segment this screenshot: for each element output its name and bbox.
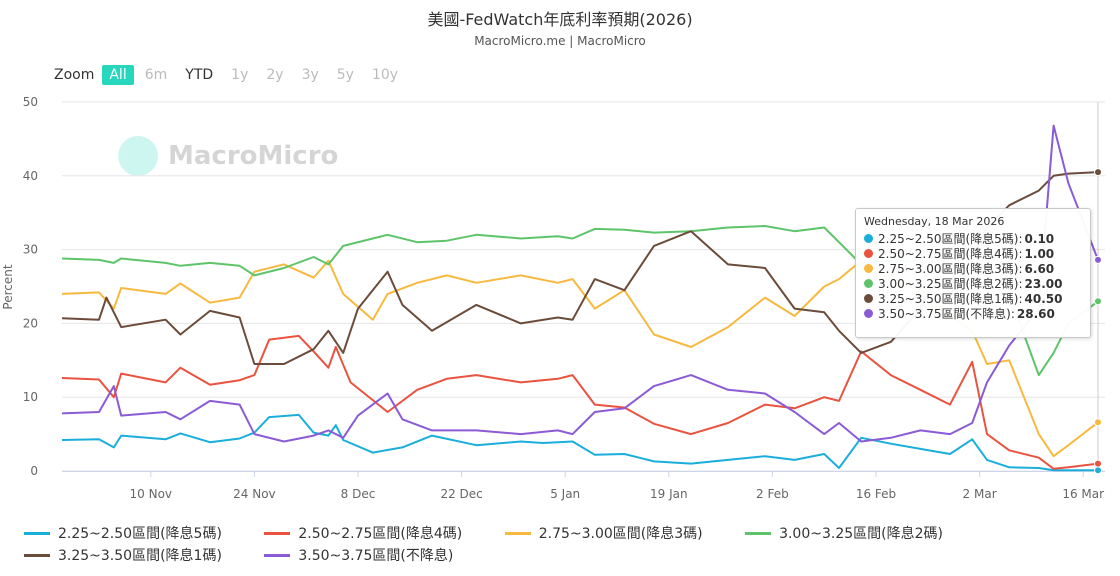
chart-subtitle: MacroMicro.me | MacroMicro — [474, 34, 646, 48]
tooltip-value: 28.60 — [1016, 306, 1055, 321]
tooltip-row: 2.75~3.00區間(降息3碼): 6.60 — [864, 261, 1082, 276]
legend-label: 2.25~2.50區間(降息5碼) — [58, 526, 222, 542]
x-tick-label: 2 Mar — [963, 487, 997, 501]
legend-swatch — [264, 553, 291, 557]
legend-swatch — [264, 531, 291, 535]
legend-item-cut1[interactable]: 3.25~3.50區間(降息1碼) — [24, 544, 222, 566]
legend-label: 3.50~3.75區間(不降息) — [298, 548, 454, 564]
zoom-button-6m[interactable]: 6m — [144, 67, 168, 83]
legend-label: 3.25~3.50區間(降息1碼) — [58, 548, 222, 564]
macromicro-watermark: MacroMicro — [118, 136, 338, 176]
chart-tooltip: Wednesday, 18 Mar 2026 2.25~2.50區間(降息5碼)… — [855, 208, 1091, 338]
legend-swatch — [24, 553, 50, 557]
legend-item-nocut[interactable]: 3.50~3.75區間(不降息) — [264, 544, 453, 566]
tooltip-date: Wednesday, 18 Mar 2026 — [864, 215, 1005, 228]
zoom-label: Zoom — [54, 67, 95, 83]
legend-label: 2.75~3.00區間(降息3碼) — [538, 526, 703, 542]
x-tick-label: 2 Feb — [756, 487, 789, 501]
tooltip-row: 3.25~3.50區間(降息1碼): 40.50 — [864, 291, 1082, 306]
x-tick-label: 16 Feb — [856, 487, 896, 501]
series-line-1 — [61, 334, 1099, 470]
series-point-1 — [1094, 459, 1102, 468]
y-tick-label: 10 — [23, 390, 38, 404]
zoom-button-all[interactable]: All — [102, 65, 134, 85]
tooltip-row: 3.50~3.75區間(不降息): 28.60 — [864, 306, 1082, 321]
tooltip-value: 23.00 — [1024, 276, 1063, 291]
series-line-5 — [61, 124, 1099, 443]
x-tick-label: 22 Dec — [440, 487, 482, 501]
legend-item-cut5[interactable]: 2.25~2.50區間(降息5碼) — [24, 522, 222, 544]
tooltip-row: 2.50~2.75區間(降息4碼): 1.00 — [864, 246, 1082, 261]
series-line-0 — [61, 413, 1098, 472]
zoom-button-3y[interactable]: 3y — [301, 67, 319, 83]
zoom-button-1y[interactable]: 1y — [231, 67, 249, 83]
legend-label: 3.00~3.25區間(降息2碼) — [779, 526, 943, 542]
tooltip-label: 2.25~2.50區間(降息5碼): — [878, 232, 1023, 246]
tooltip-dot — [864, 264, 873, 273]
y-tick-label: 50 — [23, 95, 38, 109]
tooltip-dot — [864, 234, 873, 243]
y-tick-label: 40 — [23, 169, 38, 183]
tooltip-value: 1.00 — [1024, 246, 1055, 261]
zoom-button-2y[interactable]: 2y — [266, 67, 284, 83]
tooltip-label: 3.25~3.50區間(降息1碼): — [878, 292, 1023, 306]
macromicro-logo-icon — [118, 136, 158, 176]
x-tick-label: 10 Nov — [130, 487, 173, 501]
y-tick-label: 0 — [30, 464, 38, 478]
tooltip-value: 0.10 — [1024, 231, 1055, 246]
watermark-text: MacroMicro — [168, 141, 339, 171]
chart-legend: 2.25~2.50區間(降息5碼) 2.50~2.75區間(降息4碼) 2.75… — [24, 522, 1114, 566]
x-tick-label: 19 Jan — [650, 487, 688, 501]
zoom-button-10y[interactable]: 10y — [371, 67, 399, 83]
tooltip-dot — [864, 294, 873, 303]
legend-label: 2.50~2.75區間(降息4碼) — [298, 526, 463, 542]
series-point-3 — [1094, 297, 1102, 306]
tooltip-label: 2.75~3.00區間(降息3碼): — [878, 262, 1023, 276]
series-point-2 — [1094, 418, 1102, 427]
zoom-button-ytd[interactable]: YTD — [185, 67, 214, 83]
tooltip-value: 40.50 — [1024, 291, 1063, 306]
zoom-bar: Zoom All 6m YTD 1y 2y 3y 5y 10y — [54, 63, 409, 87]
y-tick-label: 30 — [23, 243, 38, 257]
chart-title: 美國-FedWatch年底利率預期(2026) — [427, 10, 693, 29]
x-tick-label: 24 Nov — [233, 487, 276, 501]
tooltip-dot — [864, 249, 873, 258]
series-point-5 — [1094, 255, 1102, 264]
legend-item-cut4[interactable]: 2.50~2.75區間(降息4碼) — [264, 522, 462, 544]
tooltip-dot — [864, 279, 873, 288]
tooltip-label: 3.00~3.25區間(降息2碼): — [878, 277, 1023, 291]
legend-item-cut2[interactable]: 3.00~3.25區間(降息2碼) — [745, 522, 943, 544]
tooltip-value: 6.60 — [1024, 261, 1055, 276]
tooltip-label: 3.50~3.75區間(不降息): — [878, 307, 1015, 321]
series-point-4 — [1094, 168, 1102, 177]
series-point-0 — [1094, 466, 1102, 475]
x-tick-label: 5 Jan — [550, 487, 580, 501]
y-axis-label: Percent — [1, 264, 15, 309]
tooltip-dot — [864, 309, 873, 318]
legend-swatch — [504, 531, 531, 535]
legend-item-cut3[interactable]: 2.75~3.00區間(降息3碼) — [504, 522, 703, 544]
y-tick-label: 20 — [23, 316, 38, 330]
legend-swatch — [745, 531, 772, 535]
zoom-button-5y[interactable]: 5y — [336, 67, 354, 83]
tooltip-row: 3.00~3.25區間(降息2碼): 23.00 — [864, 276, 1082, 291]
tooltip-label: 2.50~2.75區間(降息4碼): — [878, 247, 1023, 261]
x-tick-label: 16 Mar — [1062, 487, 1104, 501]
legend-swatch — [24, 531, 50, 535]
x-tick-label: 8 Dec — [341, 487, 376, 501]
tooltip-row: 2.25~2.50區間(降息5碼): 0.10 — [864, 231, 1082, 246]
